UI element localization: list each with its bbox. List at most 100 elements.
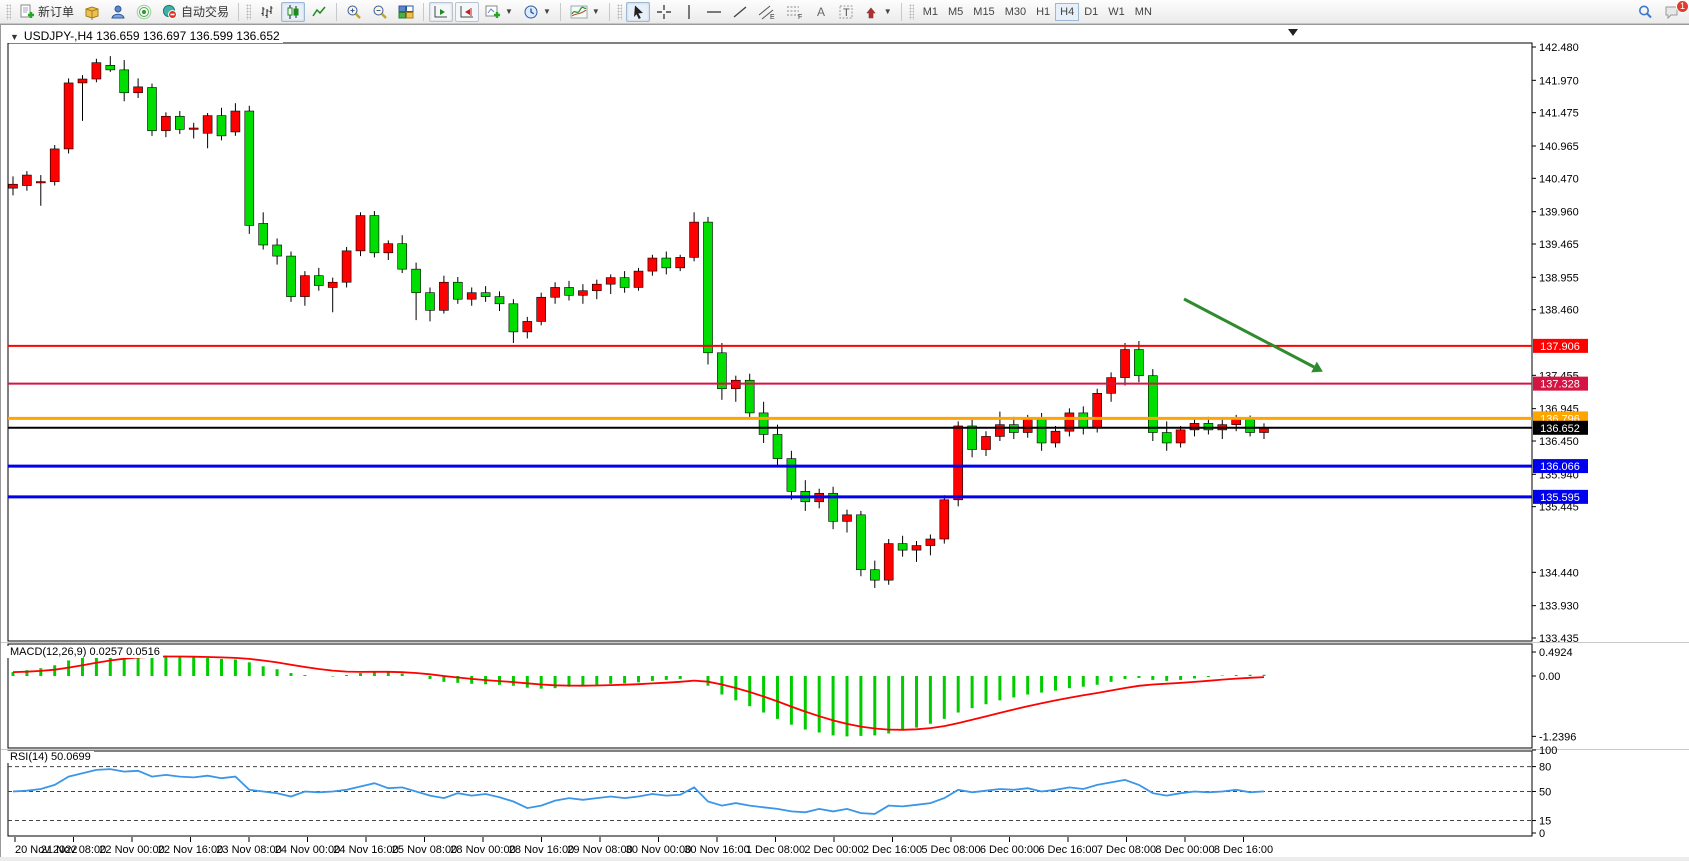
price-axis-label[interactable]: 141.475 <box>1539 108 1579 120</box>
price-axis-label[interactable]: 133.930 <box>1539 601 1579 613</box>
time-axis-label[interactable]: 6 Dec 00:00 <box>980 844 1039 856</box>
price-tag-label: 135.595 <box>1540 492 1580 504</box>
time-axis-label[interactable]: 5 Dec 08:00 <box>921 844 980 856</box>
time-axis-label[interactable]: 30 Nov 00:00 <box>626 844 691 856</box>
time-axis-label[interactable]: 24 Nov 00:00 <box>275 844 340 856</box>
crosshair-button[interactable] <box>652 2 676 22</box>
time-axis-label[interactable]: 1 Dec 08:00 <box>746 844 805 856</box>
vertical-line-button[interactable] <box>678 2 700 22</box>
price-axis-label[interactable]: 136.450 <box>1539 436 1579 448</box>
timeframe-w1-button[interactable]: W1 <box>1108 5 1125 18</box>
rsi-line <box>12 768 1265 815</box>
price-axis-label[interactable]: 140.965 <box>1539 141 1579 153</box>
fibonacci-button[interactable]: F <box>782 2 808 22</box>
candle-body <box>1078 412 1089 429</box>
timeframe-mn-button[interactable]: MN <box>1134 5 1152 18</box>
price-axis-label[interactable]: 134.440 <box>1539 567 1579 579</box>
price-axis-label[interactable]: 138.955 <box>1539 272 1579 284</box>
candle-body <box>772 434 783 459</box>
timeframe-m1-button[interactable]: M1 <box>922 5 938 18</box>
candle-body <box>300 275 310 297</box>
timeframe-d1-button[interactable]: D1 <box>1084 5 1099 18</box>
price-axis-label[interactable]: 139.960 <box>1539 207 1579 219</box>
candle-body <box>1175 429 1186 444</box>
indicators-button[interactable]: ▼ <box>566 2 604 22</box>
symbol-dropdown-icon[interactable]: ▼ <box>10 32 19 42</box>
line-chart-button[interactable] <box>307 2 331 22</box>
signals-button[interactable] <box>132 2 156 22</box>
search-button[interactable] <box>1633 2 1657 22</box>
cursor-button[interactable] <box>625 1 650 22</box>
profiles-button[interactable]: ▼ <box>519 2 555 22</box>
arrows-button[interactable]: ▼ <box>860 2 896 22</box>
candle-body <box>425 292 435 311</box>
rsi-axis-label: 80 <box>1539 762 1551 774</box>
auto-scroll-button[interactable] <box>429 1 454 22</box>
candle-body <box>647 257 658 272</box>
toolbar-separator <box>900 2 902 21</box>
price-axis-label[interactable]: 140.470 <box>1539 173 1579 185</box>
price-axis-label[interactable]: 135.445 <box>1539 502 1579 514</box>
time-axis-label[interactable]: 23 Nov 08:00 <box>216 844 281 856</box>
svg-text:F: F <box>798 14 802 20</box>
bar-chart-button[interactable] <box>255 2 279 22</box>
timeframe-m30-button[interactable]: M30 <box>1004 5 1027 18</box>
tile-windows-button[interactable] <box>394 2 418 22</box>
chart-shift-button[interactable] <box>455 1 480 22</box>
price-axis-label[interactable]: 133.435 <box>1539 633 1579 645</box>
time-axis-label[interactable]: 28 Nov 16:00 <box>509 844 574 856</box>
timeframe-h4-button[interactable]: H4 <box>1055 2 1080 21</box>
data-window-button[interactable] <box>106 2 130 22</box>
new-chart-button[interactable]: ▼ <box>481 2 517 22</box>
dropdown-caret-icon: ▼ <box>505 7 513 16</box>
candle-body <box>856 514 866 571</box>
time-axis-label[interactable]: 20 Nov 2022 <box>15 844 77 856</box>
time-axis-label[interactable]: 8 Dec 16:00 <box>1214 844 1273 856</box>
time-axis-label[interactable]: 2 Dec 16:00 <box>863 844 922 856</box>
price-axis-label[interactable]: 138.460 <box>1539 305 1579 317</box>
time-axis-label[interactable]: 8 Dec 00:00 <box>1155 844 1214 856</box>
shift-marker-icon[interactable] <box>1288 29 1298 36</box>
toolbar-separator <box>559 2 561 21</box>
timeframe-h1-button[interactable]: H1 <box>1036 5 1051 18</box>
timeframe-m15-button[interactable]: M15 <box>973 5 995 18</box>
timeframe-m5-button[interactable]: M5 <box>948 5 964 18</box>
candle-body <box>883 543 894 581</box>
price-tag-label: 137.906 <box>1540 341 1580 353</box>
notifications-button[interactable]: 1 <box>1659 0 1689 22</box>
time-axis-label[interactable]: 7 Dec 08:00 <box>1097 844 1156 856</box>
price-tag <box>1533 338 1588 353</box>
price-axis-label[interactable]: 139.465 <box>1539 239 1579 251</box>
time-axis-label[interactable]: 21 Nov 08:00 <box>41 844 106 856</box>
candlestick-chart-button[interactable] <box>281 1 306 22</box>
time-axis-label[interactable]: 22 Nov 00:00 <box>99 844 164 856</box>
market-watch-button[interactable] <box>80 2 104 22</box>
price-axis-label[interactable]: 142.480 <box>1539 42 1579 54</box>
candle-body <box>1148 375 1158 433</box>
text-label-button[interactable]: T <box>834 2 858 22</box>
price-chart-area[interactable]: 142.480 141.970 141.475 140.965 140.470 139.9… <box>1 25 1689 858</box>
candle-body <box>869 569 880 581</box>
zoom-in-button[interactable] <box>342 2 366 22</box>
candle-body <box>605 277 616 285</box>
time-axis-label[interactable]: 25 Nov 08:00 <box>392 844 457 856</box>
trendline-button[interactable] <box>728 2 752 22</box>
zoom-out-button[interactable] <box>368 2 392 22</box>
candle-body <box>744 379 755 414</box>
time-axis-label[interactable]: 29 Nov 08:00 <box>567 844 632 856</box>
equidistant-channel-button[interactable]: E <box>754 2 780 22</box>
autotrading-button[interactable]: 自动交易 <box>158 2 233 22</box>
text-button[interactable]: A <box>810 2 832 22</box>
time-axis-label[interactable]: 22 Nov 16:00 <box>158 844 223 856</box>
time-axis-label[interactable]: 30 Nov 16:00 <box>684 844 749 856</box>
time-axis-label[interactable]: 24 Nov 16:00 <box>333 844 398 856</box>
timeframe-group: M1 M5 M15 M30 H1 H4 D1 W1 MN <box>918 2 1157 21</box>
price-axis-label[interactable]: 141.970 <box>1539 75 1579 87</box>
time-axis-label[interactable]: 2 Dec 00:00 <box>804 844 863 856</box>
new-order-button[interactable]: 新订单 <box>15 2 78 22</box>
time-axis-label[interactable]: 28 Nov 00:00 <box>450 844 515 856</box>
text-label-icon: T <box>838 4 854 20</box>
time-axis-label[interactable]: 6 Dec 16:00 <box>1038 844 1097 856</box>
trend-arrow-line[interactable] <box>1183 297 1315 369</box>
horizontal-line-button[interactable] <box>702 2 726 22</box>
